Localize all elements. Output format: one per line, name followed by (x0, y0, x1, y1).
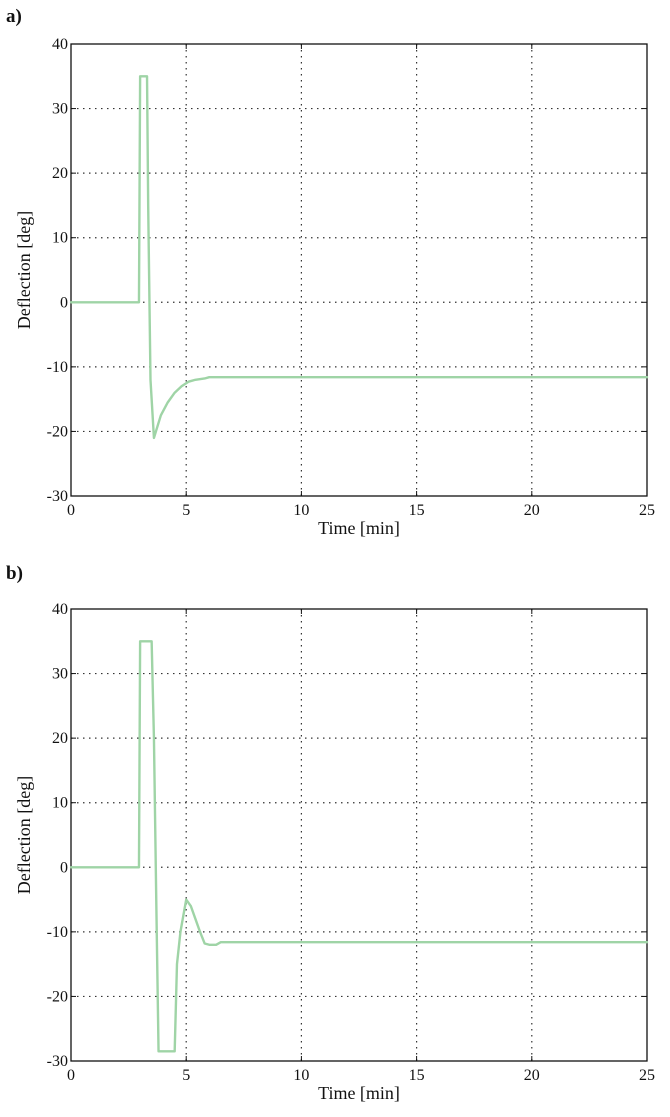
x-axis-label: Time [min] (318, 1083, 400, 1103)
y-tick-label: 30 (52, 101, 68, 118)
x-tick-label: 10 (293, 502, 309, 519)
x-tick-label: 0 (67, 502, 75, 519)
y-tick-label: -10 (47, 359, 68, 376)
y-tick-label: -30 (47, 488, 68, 505)
y-tick-label: 40 (52, 601, 68, 618)
x-tick-label: 25 (639, 502, 655, 519)
chart-b: b) 0 5 10 15 20 25 -30 -20 -10 0 10 20 30 40 Time [min… (6, 563, 655, 1103)
series-line (69, 75, 649, 440)
panel-label-b: b) (6, 563, 23, 584)
x-tick-label: 20 (524, 1067, 540, 1084)
x-tick-label: 15 (409, 502, 425, 519)
y-tick-label: -10 (47, 924, 68, 941)
x-tick-label: 5 (182, 1067, 190, 1084)
x-tick-label: 5 (182, 502, 190, 519)
y-axis-label: Deflection [deg] (14, 776, 34, 894)
y-tick-label: -30 (47, 1053, 68, 1070)
chart-a: a) 0 5 10 15 20 25 -30 -20 -10 0 10 20 30 40 Time [min… (6, 6, 655, 538)
y-tick-label: 0 (60, 859, 68, 876)
plot-frame (70, 608, 648, 1062)
y-tick-label: 30 (52, 666, 68, 683)
x-tick-label: 10 (293, 1067, 309, 1084)
y-tick-label: 40 (52, 36, 68, 53)
x-tick-label: 20 (524, 502, 540, 519)
y-tick-label: 20 (52, 165, 68, 182)
x-tick-label: 0 (67, 1067, 75, 1084)
x-tick-label: 15 (409, 1067, 425, 1084)
y-tick-label: -20 (47, 988, 68, 1005)
y-axis-label: Deflection [deg] (14, 211, 34, 329)
x-axis-label: Time [min] (318, 518, 400, 538)
y-tick-label: 10 (52, 230, 68, 247)
y-tick-label: -20 (47, 423, 68, 440)
y-tick-label: 0 (60, 294, 68, 311)
series-line (69, 640, 649, 1053)
y-tick-label: 20 (52, 730, 68, 747)
x-tick-label: 25 (639, 1067, 655, 1084)
panel-label-a: a) (6, 6, 22, 27)
plot-frame (70, 43, 648, 497)
y-tick-label: 10 (52, 795, 68, 812)
